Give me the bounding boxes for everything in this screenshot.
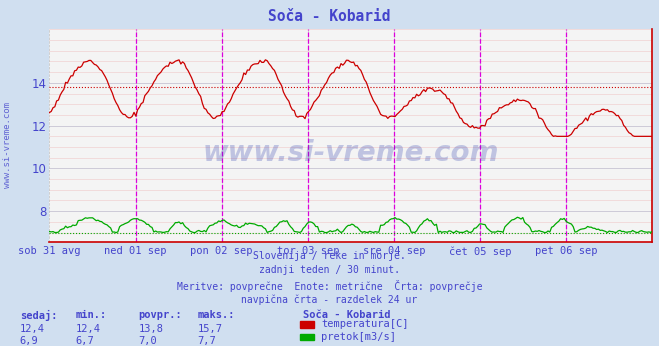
Text: maks.:: maks.:	[198, 310, 235, 320]
Text: 6,7: 6,7	[76, 336, 94, 346]
Text: temperatura[C]: temperatura[C]	[321, 319, 409, 329]
Text: pretok[m3/s]: pretok[m3/s]	[321, 332, 396, 342]
Text: 15,7: 15,7	[198, 324, 223, 334]
Text: sedaj:: sedaj:	[20, 310, 57, 321]
Text: 12,4: 12,4	[20, 324, 45, 334]
Text: Soča - Kobarid: Soča - Kobarid	[268, 9, 391, 24]
Text: navpična črta - razdelek 24 ur: navpična črta - razdelek 24 ur	[241, 294, 418, 305]
Text: 7,0: 7,0	[138, 336, 157, 346]
Text: www.si-vreme.com: www.si-vreme.com	[3, 102, 13, 188]
Text: 12,4: 12,4	[76, 324, 101, 334]
Text: 13,8: 13,8	[138, 324, 163, 334]
Text: povpr.:: povpr.:	[138, 310, 182, 320]
Text: Meritve: povprečne  Enote: metrične  Črta: povprečje: Meritve: povprečne Enote: metrične Črta:…	[177, 280, 482, 292]
Text: 6,9: 6,9	[20, 336, 38, 346]
Text: Slovenija / reke in morje.: Slovenija / reke in morje.	[253, 251, 406, 261]
Text: Soča - Kobarid: Soča - Kobarid	[303, 310, 391, 320]
Text: 7,7: 7,7	[198, 336, 216, 346]
Text: zadnji teden / 30 minut.: zadnji teden / 30 minut.	[259, 265, 400, 275]
Text: min.:: min.:	[76, 310, 107, 320]
Text: www.si-vreme.com: www.si-vreme.com	[203, 139, 499, 167]
